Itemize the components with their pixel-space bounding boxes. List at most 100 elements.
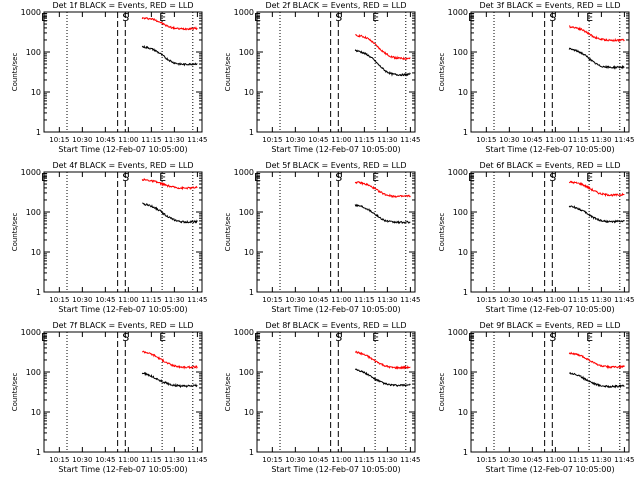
x-tick-label: 10:45 xyxy=(95,456,115,464)
lld-rate-series xyxy=(355,33,411,61)
y-axis-label: Counts/sec xyxy=(224,213,232,252)
y-tick-label: 1 xyxy=(463,128,468,137)
panel-title: Det 5f BLACK = Events, RED = LLD xyxy=(265,161,406,170)
y-tick-label: 100 xyxy=(453,368,468,377)
y-tick-label: 1000 xyxy=(234,8,254,17)
interval-marker-s: S xyxy=(549,11,556,24)
x-tick-label: 10:45 xyxy=(95,296,115,304)
x-axis-label: Start Time (12-Feb-07 10:05:00) xyxy=(58,145,187,154)
detector-panel-1: Det 1f BLACK = Events, RED = LLD 1 10 100 10… xyxy=(11,1,207,154)
x-tick-label: 11:15 xyxy=(568,136,588,144)
plot-frame xyxy=(43,171,203,293)
x-tick-label: 10:30 xyxy=(72,136,92,144)
y-tick-label: 100 xyxy=(453,208,468,217)
x-tick-label: 11:30 xyxy=(164,136,184,144)
plot-frame xyxy=(470,171,630,293)
plot-frame xyxy=(256,171,416,293)
x-tick-label: 11:30 xyxy=(164,296,184,304)
x-tick-label: 11:15 xyxy=(141,296,161,304)
x-tick-label: 11:15 xyxy=(141,456,161,464)
x-tick-label: 11:15 xyxy=(568,296,588,304)
y-tick-label: 10 xyxy=(31,88,41,97)
x-tick-label: 11:00 xyxy=(331,136,351,144)
y-tick-label: 100 xyxy=(26,368,41,377)
panel-title: Det 1f BLACK = Events, RED = LLD xyxy=(52,1,193,10)
detector-panel-7: Det 7f BLACK = Events, RED = LLD 1 10 100 10… xyxy=(11,321,207,474)
events-rate-series xyxy=(141,44,198,67)
y-tick-label: 100 xyxy=(26,48,41,57)
x-tick-label: 10:30 xyxy=(285,456,305,464)
plot-frame xyxy=(470,11,630,133)
x-axis-label: Start Time (12-Feb-07 10:05:00) xyxy=(271,465,400,474)
y-axis-label: Counts/sec xyxy=(11,213,19,252)
interval-marker-s: S xyxy=(549,171,556,184)
panel-title: Det 8f BLACK = Events, RED = LLD xyxy=(265,321,406,330)
x-tick-label: 10:15 xyxy=(262,296,282,304)
interval-marker-s: S xyxy=(122,171,129,184)
x-tick-label: 10:15 xyxy=(476,296,496,304)
interval-marker-e: E xyxy=(468,11,475,24)
x-axis-label: Start Time (12-Feb-07 10:05:00) xyxy=(485,305,614,314)
y-tick-label: 1000 xyxy=(21,328,41,337)
x-tick-label: 11:00 xyxy=(118,296,138,304)
plot-frame xyxy=(43,331,203,453)
y-axis-label: Counts/sec xyxy=(11,53,19,92)
y-tick-label: 1000 xyxy=(448,168,468,177)
x-tick-label: 11:15 xyxy=(354,296,374,304)
interval-marker-e: E xyxy=(41,331,48,344)
x-tick-label: 11:45 xyxy=(187,456,207,464)
x-tick-label: 10:15 xyxy=(262,136,282,144)
x-tick-label: 11:15 xyxy=(141,136,161,144)
x-tick-label: 11:30 xyxy=(377,136,397,144)
y-tick-label: 10 xyxy=(31,408,41,417)
y-tick-label: 1000 xyxy=(21,168,41,177)
panel-title: Det 6f BLACK = Events, RED = LLD xyxy=(479,161,620,170)
y-tick-label: 10 xyxy=(244,408,254,417)
lld-rate-series xyxy=(141,17,198,31)
y-tick-label: 1 xyxy=(249,128,254,137)
interval-marker-e: E xyxy=(372,11,379,24)
interval-marker-e: E xyxy=(254,331,261,344)
x-tick-label: 10:45 xyxy=(308,456,328,464)
interval-marker-s: S xyxy=(335,331,342,344)
interval-marker-e: E xyxy=(41,11,48,24)
x-tick-label: 11:00 xyxy=(331,456,351,464)
lld-rate-series xyxy=(142,350,198,370)
x-axis-label: Start Time (12-Feb-07 10:05:00) xyxy=(485,465,614,474)
x-tick-label: 11:45 xyxy=(187,136,207,144)
detector-panel-6: Det 6f BLACK = Events, RED = LLD 1 10 100 10… xyxy=(438,161,634,314)
interval-marker-s: S xyxy=(335,11,342,24)
interval-marker-s: S xyxy=(335,171,342,184)
plot-frame xyxy=(256,331,416,453)
x-tick-label: 10:15 xyxy=(49,456,69,464)
lld-rate-series xyxy=(354,181,411,199)
panel-title: Det 2f BLACK = Events, RED = LLD xyxy=(265,1,406,10)
x-tick-label: 11:45 xyxy=(614,136,634,144)
events-rate-series xyxy=(142,202,198,224)
interval-marker-s: S xyxy=(549,331,556,344)
interval-marker-e: E xyxy=(372,331,379,344)
x-tick-label: 10:30 xyxy=(285,136,305,144)
y-axis-label: Counts/sec xyxy=(438,53,446,92)
x-tick-label: 11:45 xyxy=(614,296,634,304)
interval-marker-e: E xyxy=(254,11,261,24)
x-tick-label: 11:00 xyxy=(545,456,565,464)
interval-marker-e: E xyxy=(159,331,166,344)
panel-title: Det 7f BLACK = Events, RED = LLD xyxy=(52,321,193,330)
y-tick-label: 10 xyxy=(244,248,254,257)
x-tick-label: 11:30 xyxy=(591,296,611,304)
plot-frame xyxy=(470,331,630,453)
x-axis-label: Start Time (12-Feb-07 10:05:00) xyxy=(485,145,614,154)
x-tick-label: 10:45 xyxy=(308,136,328,144)
y-tick-label: 10 xyxy=(458,248,468,257)
x-tick-label: 10:15 xyxy=(476,456,496,464)
interval-marker-e: E xyxy=(254,171,261,184)
y-tick-label: 10 xyxy=(31,248,41,257)
x-tick-label: 11:00 xyxy=(545,136,565,144)
interval-marker-e: E xyxy=(41,171,48,184)
y-tick-label: 1 xyxy=(36,448,41,457)
x-tick-label: 11:00 xyxy=(331,296,351,304)
detector-panel-2: Det 2f BLACK = Events, RED = LLD 1 10 100 10… xyxy=(224,1,420,154)
detector-panel-8: Det 8f BLACK = Events, RED = LLD 1 10 100 10… xyxy=(224,321,420,474)
